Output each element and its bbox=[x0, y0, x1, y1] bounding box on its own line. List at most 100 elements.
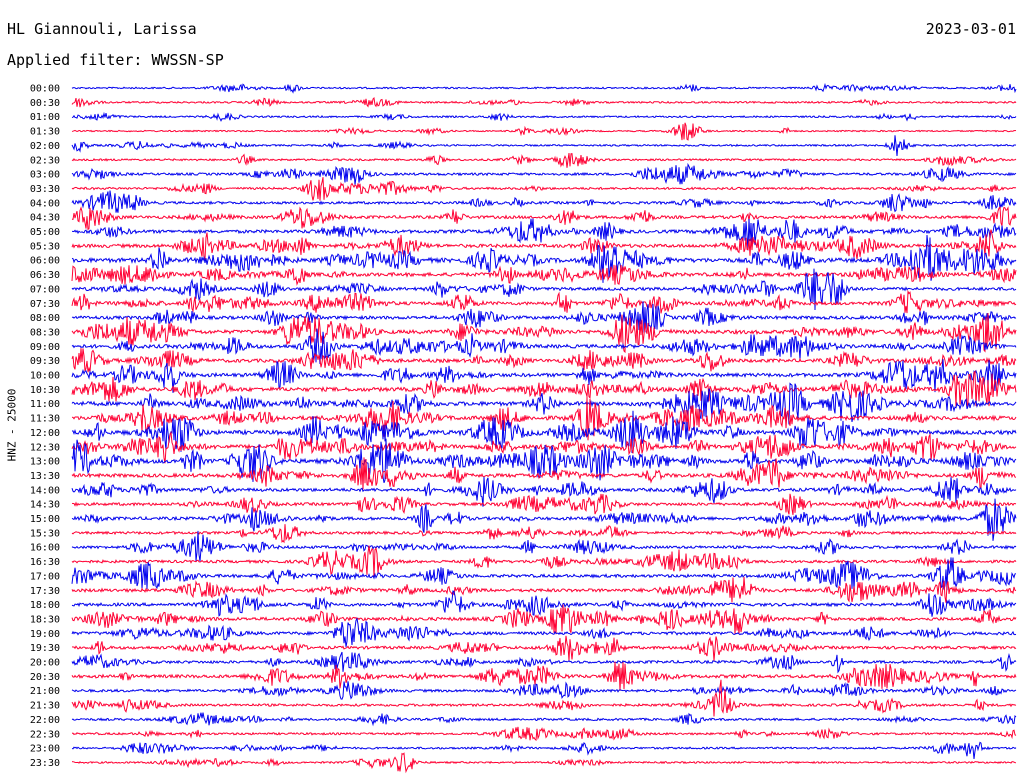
trace-0930 bbox=[71, 348, 1017, 373]
time-label-1030: 10:30 bbox=[30, 385, 60, 396]
trace-1930 bbox=[71, 635, 1017, 662]
trace-1100 bbox=[71, 382, 1017, 425]
trace-0200 bbox=[71, 135, 1017, 156]
time-label-1500: 15:00 bbox=[30, 514, 60, 525]
time-label-0330: 03:30 bbox=[30, 184, 60, 195]
trace-0700 bbox=[71, 268, 1017, 310]
trace-1430 bbox=[71, 493, 1017, 515]
station-title: HL Giannouli, Larissa bbox=[7, 20, 197, 38]
trace-0530 bbox=[71, 229, 1017, 262]
trace-2100 bbox=[71, 681, 1017, 700]
trace-0900 bbox=[71, 328, 1017, 364]
time-label-0400: 04:00 bbox=[30, 198, 60, 209]
time-label-1000: 10:00 bbox=[30, 371, 60, 382]
trace-0600 bbox=[71, 234, 1017, 283]
time-label-1430: 14:30 bbox=[30, 500, 60, 511]
time-label-2130: 21:30 bbox=[30, 701, 60, 712]
time-label-2100: 21:00 bbox=[30, 686, 60, 697]
time-label-0930: 09:30 bbox=[30, 356, 60, 367]
time-label-0600: 06:00 bbox=[30, 256, 60, 267]
trace-1300 bbox=[71, 438, 1017, 484]
time-label-1230: 12:30 bbox=[30, 442, 60, 453]
trace-1830 bbox=[71, 604, 1017, 635]
trace-1630 bbox=[71, 545, 1017, 578]
time-label-0530: 05:30 bbox=[30, 241, 60, 252]
time-label-0000: 00:00 bbox=[30, 84, 60, 95]
trace-1500 bbox=[71, 498, 1017, 541]
time-label-0100: 01:00 bbox=[30, 112, 60, 123]
time-label-1800: 18:00 bbox=[30, 600, 60, 611]
trace-1030 bbox=[71, 370, 1017, 408]
time-label-0830: 08:30 bbox=[30, 327, 60, 338]
trace-0130 bbox=[71, 122, 1017, 141]
time-label-1700: 17:00 bbox=[30, 571, 60, 582]
time-label-1900: 19:00 bbox=[30, 629, 60, 640]
trace-1730 bbox=[71, 576, 1017, 603]
time-label-2030: 20:30 bbox=[30, 672, 60, 683]
time-label-0630: 06:30 bbox=[30, 270, 60, 281]
time-label-1830: 18:30 bbox=[30, 614, 60, 625]
trace-0100 bbox=[71, 111, 1017, 122]
trace-0300 bbox=[71, 162, 1017, 185]
filter-label: Applied filter: WWSSN-SP bbox=[7, 51, 224, 69]
time-label-2000: 20:00 bbox=[30, 658, 60, 669]
trace-2300 bbox=[71, 741, 1017, 760]
time-label-1930: 19:30 bbox=[30, 643, 60, 654]
trace-0830 bbox=[71, 312, 1017, 354]
trace-2230 bbox=[71, 726, 1017, 742]
trace-0430 bbox=[71, 206, 1017, 231]
record-date: 2023-03-01 bbox=[925, 20, 1016, 38]
trace-0230 bbox=[71, 152, 1017, 168]
time-label-0700: 07:00 bbox=[30, 284, 60, 295]
time-label-1630: 16:30 bbox=[30, 557, 60, 568]
time-label-1100: 11:00 bbox=[30, 399, 60, 410]
time-label-0430: 04:30 bbox=[30, 213, 60, 224]
trace-0000 bbox=[71, 82, 1017, 94]
time-label-0800: 08:00 bbox=[30, 313, 60, 324]
time-label-1130: 11:30 bbox=[30, 414, 60, 425]
trace-1130 bbox=[71, 396, 1017, 441]
trace-1700 bbox=[71, 557, 1017, 591]
time-label-1730: 17:30 bbox=[30, 586, 60, 597]
trace-1400 bbox=[71, 476, 1017, 507]
time-label-2300: 23:00 bbox=[30, 744, 60, 755]
time-label-2200: 22:00 bbox=[30, 715, 60, 726]
time-label-2330: 23:30 bbox=[30, 758, 60, 769]
trace-2130 bbox=[71, 679, 1017, 717]
trace-0630 bbox=[71, 264, 1017, 286]
trace-1230 bbox=[71, 430, 1017, 464]
time-label-2230: 22:30 bbox=[30, 729, 60, 740]
trace-1600 bbox=[71, 530, 1017, 562]
trace-1900 bbox=[71, 617, 1017, 647]
trace-0730 bbox=[71, 289, 1017, 314]
trace-0030 bbox=[71, 97, 1017, 108]
time-label-0230: 02:30 bbox=[30, 155, 60, 166]
trace-1200 bbox=[71, 410, 1017, 453]
trace-0330 bbox=[71, 177, 1017, 201]
trace-0400 bbox=[71, 190, 1017, 213]
trace-2330 bbox=[71, 752, 1017, 774]
trace-1530 bbox=[71, 524, 1017, 544]
time-label-0900: 09:00 bbox=[30, 342, 60, 353]
trace-1800 bbox=[71, 590, 1017, 617]
time-label-1600: 16:00 bbox=[30, 543, 60, 554]
time-label-1300: 13:00 bbox=[30, 457, 60, 468]
time-label-0200: 02:00 bbox=[30, 141, 60, 152]
time-label-0030: 00:30 bbox=[30, 98, 60, 109]
time-label-0300: 03:00 bbox=[30, 170, 60, 181]
trace-0500 bbox=[71, 218, 1017, 251]
time-label-0730: 07:30 bbox=[30, 299, 60, 310]
time-label-1400: 14:00 bbox=[30, 485, 60, 496]
time-label-1330: 13:30 bbox=[30, 471, 60, 482]
time-label-0130: 01:30 bbox=[30, 127, 60, 138]
trace-1000 bbox=[71, 359, 1017, 393]
time-label-1530: 15:30 bbox=[30, 528, 60, 539]
time-label-1200: 12:00 bbox=[30, 428, 60, 439]
trace-2000 bbox=[71, 651, 1017, 674]
trace-2030 bbox=[71, 661, 1017, 691]
time-label-0500: 05:00 bbox=[30, 227, 60, 238]
trace-1330 bbox=[71, 457, 1017, 490]
trace-0800 bbox=[71, 301, 1017, 333]
trace-2200 bbox=[71, 712, 1017, 727]
